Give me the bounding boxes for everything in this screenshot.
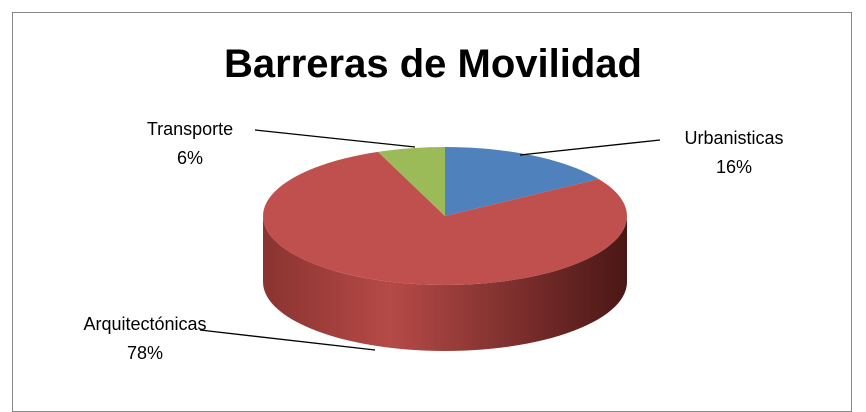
chart-title: Barreras de Movilidad: [224, 42, 642, 86]
slice: [263, 151, 627, 285]
category-label: Urbanisticas: [684, 128, 784, 148]
slice: [445, 147, 599, 216]
leader-line: [519, 139, 661, 156]
slice-side: [263, 216, 627, 351]
data-label: Transporte 6%: [128, 115, 252, 173]
data-label: Arquitectónicas 78%: [83, 310, 207, 368]
data-label: Urbanisticas 16%: [672, 124, 796, 182]
category-label: Arquitectónicas: [83, 314, 207, 334]
leader-line: [254, 129, 416, 148]
slice: [378, 147, 445, 216]
leader-line: [199, 329, 376, 351]
category-label: Transporte: [146, 119, 234, 139]
value-label: 78%: [126, 343, 164, 363]
value-label: 6%: [176, 148, 203, 168]
value-label: 16%: [715, 157, 753, 177]
